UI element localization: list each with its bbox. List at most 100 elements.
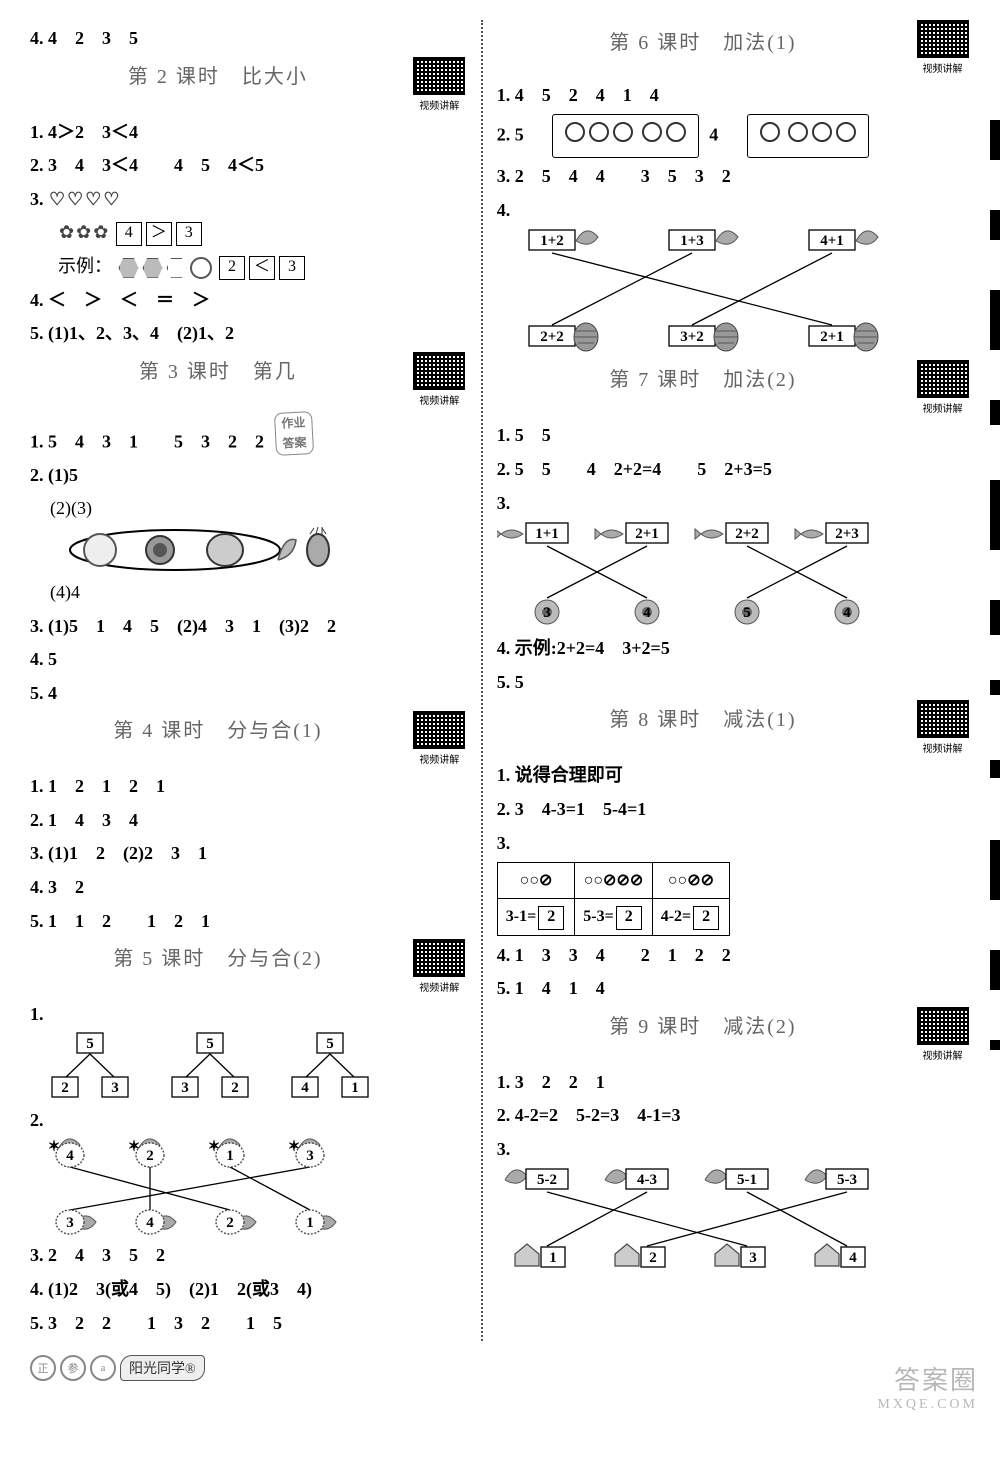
footer-stamp: a xyxy=(90,1355,116,1381)
subtraction-table: ○○⊘ ○○⊘⊘⊘ ○○⊘⊘ 3-1=2 5-3=2 4-2=2 xyxy=(497,862,730,935)
answer-line: (2)(3) xyxy=(30,493,467,574)
answer-line: 3. 1+12+12+22+33454 xyxy=(497,488,970,631)
svg-text:1+3: 1+3 xyxy=(680,233,704,249)
svg-text:2+2: 2+2 xyxy=(735,526,759,542)
matching-svg-r6: 1+21+34+12+23+22+1 xyxy=(497,227,897,357)
footer-logo: 阳光同学® xyxy=(120,1355,205,1381)
svg-text:4+1: 4+1 xyxy=(820,233,844,249)
answer-line: 2. 3 4 3＜4 4 5 4＜5 xyxy=(30,150,467,181)
answer-line: 1. 5 4 3 1 5 3 2 2 作业答案 xyxy=(30,412,467,457)
svg-text:4: 4 xyxy=(843,605,851,621)
section-title: 第 4 课时 分与合(1) xyxy=(30,714,467,743)
svg-text:1: 1 xyxy=(306,1215,314,1231)
answer-line: 3. ♡♡♡♡ xyxy=(30,184,467,215)
qr-code: 视频讲解 xyxy=(915,360,970,415)
svg-text:4: 4 xyxy=(849,1250,857,1266)
hexagon-icon xyxy=(118,257,140,279)
answer-line: 4. 5 xyxy=(30,644,467,675)
answer-line: 4. 示例:2+2=4 3+2=5 xyxy=(497,633,970,664)
heart-icon: ♡ xyxy=(49,184,65,215)
svg-text:2+3: 2+3 xyxy=(835,526,859,542)
svg-text:3: 3 xyxy=(749,1250,757,1266)
footer-stamp: 正 xyxy=(30,1355,56,1381)
svg-text:2: 2 xyxy=(231,1080,239,1096)
answer-line: 示例： 2＜3 xyxy=(30,251,467,282)
page-footer: 正 参 a 阳光同学® xyxy=(30,1355,970,1381)
left-column: 4. 4 2 3 5 视频讲解 第 2 课时 比大小 1. 4＞2 3＜4 2.… xyxy=(30,20,477,1341)
svg-text:1: 1 xyxy=(351,1080,359,1096)
column-divider xyxy=(481,20,483,1341)
svg-text:4-3: 4-3 xyxy=(637,1172,657,1188)
watermark: 答案圈 MXQE.COM xyxy=(877,1360,978,1413)
answer-line: 5. 4 xyxy=(30,678,467,709)
answer-line: 5. 1 4 1 4 xyxy=(497,973,970,1004)
section-title: 第 6 课时 加法(1) xyxy=(497,26,970,55)
svg-text:4: 4 xyxy=(301,1080,309,1096)
answer-line: 4. (1)2 3(或4 5) (2)1 2(或3 4) xyxy=(30,1274,467,1305)
fruit-row-svg xyxy=(50,526,330,574)
answer-line: 2. 5 5 4 2+2=4 5 2+3=5 xyxy=(497,454,970,485)
answer-line: 2. 1 4 3 4 xyxy=(30,805,467,836)
answer-line: 4. ＜ ＞ ＜ ＝ ＞ xyxy=(30,285,467,316)
answer-line: ✿✿✿ 4＞3 xyxy=(30,217,467,248)
answer-line: (4)4 xyxy=(30,577,467,608)
tree-diagram-svg: 5 2 3 5 3 2 5 4 1 xyxy=(30,1032,400,1102)
section-title: 第 3 课时 第几 xyxy=(30,355,467,384)
qr-code: 视频讲解 xyxy=(412,711,467,766)
svg-text:2+2: 2+2 xyxy=(540,329,564,345)
svg-text:3: 3 xyxy=(111,1080,119,1096)
section-title: 第 5 课时 分与合(2) xyxy=(30,942,467,971)
svg-text:5-3: 5-3 xyxy=(837,1172,857,1188)
answer-line: 5. (1)1、2、3、4 (2)1、2 xyxy=(30,318,467,349)
svg-text:5: 5 xyxy=(326,1036,334,1052)
svg-text:5-1: 5-1 xyxy=(737,1172,757,1188)
svg-text:5: 5 xyxy=(206,1036,214,1052)
answer-line: 1. 4＞2 3＜4 xyxy=(30,117,467,148)
right-column: 视频讲解 第 6 课时 加法(1) 1. 4 5 2 4 1 4 2. 5 4 … xyxy=(487,20,970,1341)
svg-text:✶: ✶ xyxy=(128,1139,141,1155)
svg-text:3: 3 xyxy=(543,605,551,621)
answer-line: 1. 523532541 xyxy=(30,999,467,1102)
svg-text:3: 3 xyxy=(306,1148,314,1164)
svg-text:5: 5 xyxy=(86,1036,94,1052)
qr-code: 视频讲解 xyxy=(915,1007,970,1062)
svg-text:2: 2 xyxy=(61,1080,69,1096)
answer-line: 4. 1+21+34+12+23+22+1 xyxy=(497,195,970,358)
qr-code: 视频讲解 xyxy=(915,20,970,75)
answer-line: 5. 3 2 2 1 3 2 1 5 xyxy=(30,1308,467,1339)
answer-line: 2. 3 4-3=1 5-4=1 xyxy=(497,794,970,825)
qr-code: 视频讲解 xyxy=(412,939,467,994)
svg-text:3: 3 xyxy=(181,1080,189,1096)
answer-line: 3. ○○⊘ ○○⊘⊘⊘ ○○⊘⊘ 3-1=2 5-3=2 4-2=2 xyxy=(497,828,970,936)
svg-text:2: 2 xyxy=(146,1148,154,1164)
answer-line: 1. 4 5 2 4 1 4 xyxy=(497,80,970,111)
section-title: 第 9 课时 减法(2) xyxy=(497,1010,970,1039)
svg-text:2+1: 2+1 xyxy=(820,329,844,345)
answer-line: 3. 5-24-35-15-31234 xyxy=(497,1134,970,1277)
svg-text:2: 2 xyxy=(649,1250,657,1266)
svg-text:4: 4 xyxy=(643,605,651,621)
answer-line: 2. 5 4 xyxy=(497,114,970,159)
answer-line: 5. 5 xyxy=(497,667,970,698)
svg-text:1+1: 1+1 xyxy=(535,526,559,542)
matching-svg-l5: 4✶2✶1✶3✶3421 xyxy=(30,1137,370,1237)
svg-text:3+2: 3+2 xyxy=(680,329,704,345)
answer-line: 3. (1)5 1 4 5 (2)4 3 1 (3)2 2 xyxy=(30,611,467,642)
svg-text:2+1: 2+1 xyxy=(635,526,659,542)
section-title: 第 2 课时 比大小 xyxy=(30,60,467,89)
matching-svg-r9: 5-24-35-15-31234 xyxy=(497,1166,897,1276)
footer-stamp: 参 xyxy=(60,1355,86,1381)
matching-svg-r7: 1+1 2+1 2+2 2+3 3 4 5 4 xyxy=(497,520,897,630)
answer-line: 1. 3 2 2 1 xyxy=(497,1067,970,1098)
qr-code: 视频讲解 xyxy=(412,57,467,112)
qr-code: 视频讲解 xyxy=(412,352,467,407)
answer-line: 3. (1)1 2 (2)2 3 1 xyxy=(30,838,467,869)
qr-code: 视频讲解 xyxy=(915,700,970,755)
edge-marks xyxy=(986,120,1000,1341)
answer-line: 1. 1 2 1 2 1 xyxy=(30,771,467,802)
svg-text:5: 5 xyxy=(743,605,751,621)
svg-text:1: 1 xyxy=(226,1148,234,1164)
svg-text:3: 3 xyxy=(66,1215,74,1231)
svg-text:✶: ✶ xyxy=(208,1139,221,1155)
svg-text:1: 1 xyxy=(549,1250,557,1266)
